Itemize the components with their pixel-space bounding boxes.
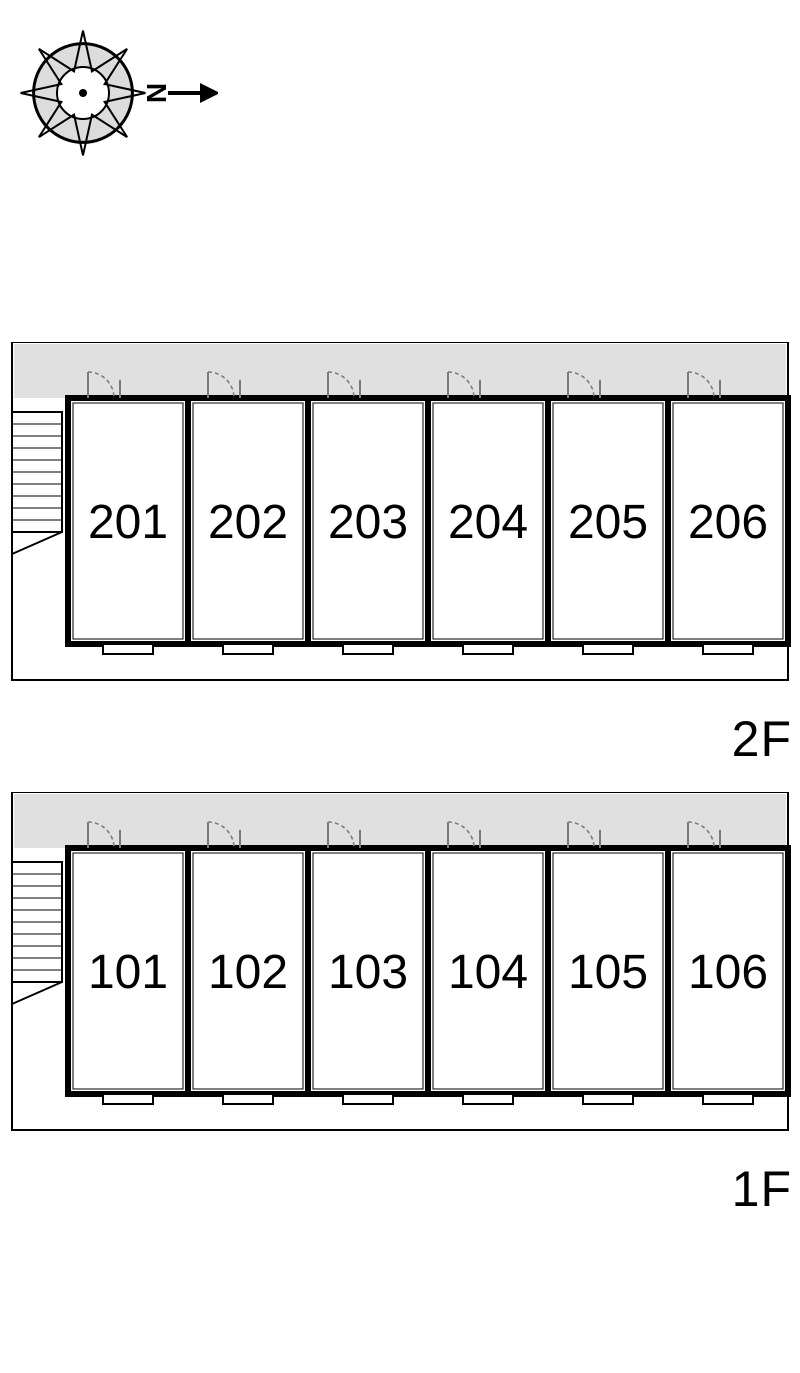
unit-number: 104: [448, 946, 528, 999]
unit-number: 102: [208, 946, 288, 999]
unit-number: 205: [568, 496, 648, 549]
unit-number: 105: [568, 946, 648, 999]
compass-icon: N: [18, 28, 218, 158]
floor-1: 101 102 103 104 105 106: [0, 792, 800, 1150]
floor-2: 201 202 203 204 205 206: [0, 342, 800, 700]
unit-number: 202: [208, 496, 288, 549]
unit-number: 206: [688, 496, 768, 549]
unit-number: 106: [688, 946, 768, 999]
floorplan-diagram: N 201202203204205206 2F 1011021031041051…: [0, 0, 800, 1373]
unit-number: 204: [448, 496, 528, 549]
floor-2-label: 2F: [732, 710, 792, 768]
svg-text:N: N: [141, 83, 172, 103]
unit-number: 101: [88, 946, 168, 999]
unit-number: 103: [328, 946, 408, 999]
unit-number: 203: [328, 496, 408, 549]
floor-1-label: 1F: [732, 1160, 792, 1218]
unit-number: 201: [88, 496, 168, 549]
